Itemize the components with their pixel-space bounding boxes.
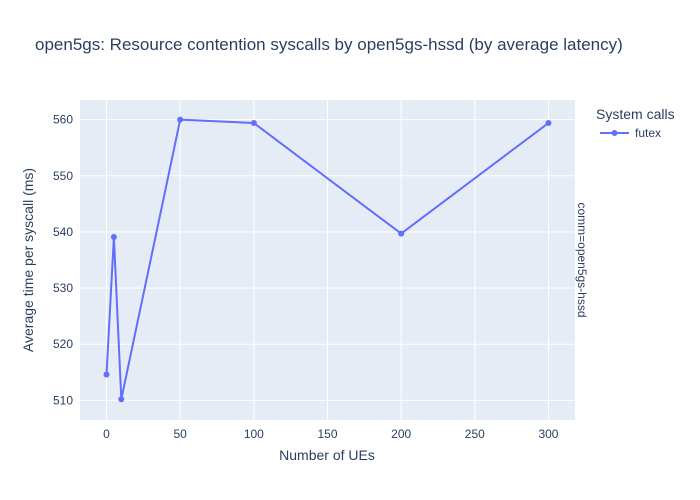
x-axis-title: Number of UEs [279,447,375,463]
data-point[interactable] [398,230,405,237]
legend-title: System calls [596,106,675,122]
y-axis-title: Average time per syscall (ms) [20,168,36,352]
x-tick-label: 250 [465,427,485,441]
x-tick-label: 50 [173,427,187,441]
x-tick-label: 300 [538,427,558,441]
data-point[interactable] [177,116,184,123]
legend-marker-futex [611,130,618,136]
x-tick-label: 150 [317,427,337,441]
y-tick-label: 520 [53,337,73,351]
x-tick-label: 0 [103,427,110,441]
y-tick-label: 560 [53,113,73,127]
x-tick-label: 100 [244,427,264,441]
y-tick-label: 550 [53,169,73,183]
series-layer [103,116,552,403]
chart-title: open5gs: Resource contention syscalls by… [35,35,623,54]
data-point[interactable] [103,371,110,378]
data-point[interactable] [250,120,257,127]
data-point[interactable] [545,120,552,127]
y-tick-label: 510 [53,393,73,407]
legend-label-futex: futex [635,126,661,140]
x-tick-label: 200 [391,427,411,441]
y-tick-label: 530 [53,281,73,295]
facet-label: comm=open5gs-hssd [575,202,589,317]
legend[interactable]: System calls futex [596,106,675,140]
y-tick-label: 540 [53,225,73,239]
data-point[interactable] [110,233,117,240]
axis-ticks: 0 50 100 150 200 250 300 510 520 530 540 550 560 [53,113,559,441]
data-point[interactable] [118,396,125,403]
grid-lines [80,100,575,420]
